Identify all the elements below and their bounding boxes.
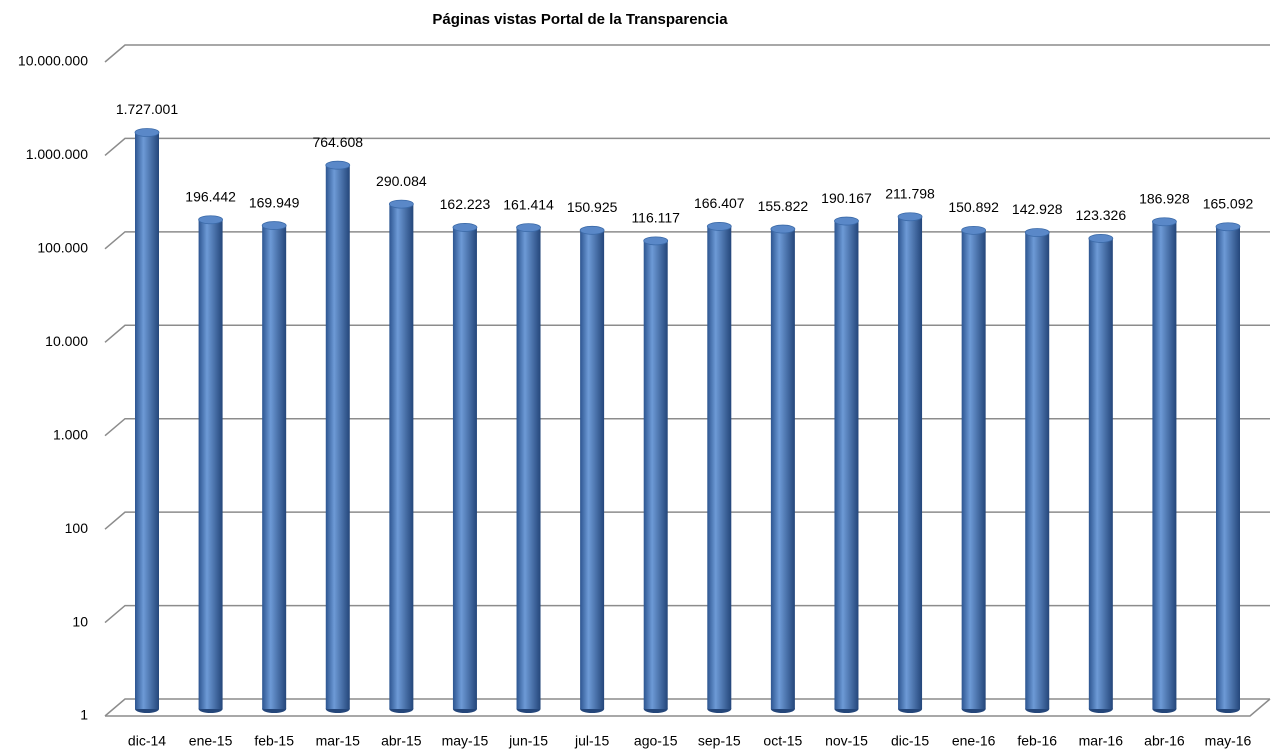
data-label: 150.925	[567, 199, 618, 215]
bar	[389, 204, 414, 709]
bar	[1152, 221, 1177, 709]
bar	[516, 227, 541, 709]
data-label: 161.414	[503, 196, 554, 212]
grid-line	[104, 511, 1270, 530]
bar-top	[834, 216, 859, 226]
data-label: 196.442	[185, 188, 236, 204]
bar-top	[261, 221, 287, 230]
data-label: 169.949	[249, 194, 300, 210]
bar	[198, 219, 223, 709]
x-tick-label: may-15	[442, 733, 489, 749]
y-tick-label: 100	[65, 520, 89, 536]
x-tick-label: nov-15	[825, 733, 868, 749]
x-tick-label: jul-15	[574, 733, 609, 749]
x-tick-label: mar-16	[1079, 733, 1124, 749]
x-tick-label: feb-16	[1017, 733, 1057, 749]
bar	[1216, 226, 1240, 709]
data-label: 186.928	[1139, 190, 1190, 206]
grid-line	[104, 417, 1270, 437]
bar	[325, 165, 350, 709]
bar-top	[1215, 222, 1241, 232]
bar-top	[198, 215, 223, 225]
bar-top	[516, 223, 541, 233]
y-tick-label: 10	[72, 613, 88, 629]
bar-top	[643, 236, 669, 246]
bar-top	[325, 160, 351, 170]
y-tick-label: 1	[80, 707, 88, 723]
bar-top	[388, 199, 414, 209]
bar	[898, 216, 923, 709]
bar-top	[1088, 234, 1114, 243]
bar	[1025, 232, 1050, 709]
bar	[707, 226, 732, 710]
bar	[452, 227, 477, 709]
bar-top	[452, 223, 478, 232]
grid-line	[104, 231, 1270, 250]
bar-top	[706, 222, 732, 231]
x-tick-label: may-16	[1205, 733, 1252, 749]
bar-top	[1024, 228, 1050, 237]
bar-top	[579, 225, 605, 235]
y-tick-label: 10.000.000	[18, 53, 88, 69]
x-tick-label: ene-16	[952, 733, 996, 749]
data-label: 290.084	[376, 173, 427, 189]
grid-line	[104, 44, 1270, 63]
x-tick-label: ago-15	[634, 733, 678, 749]
bar	[643, 240, 668, 709]
x-tick-label: abr-16	[1144, 733, 1185, 749]
bar	[770, 229, 795, 709]
data-label: 155.822	[758, 198, 809, 214]
x-tick-label: abr-15	[381, 733, 422, 749]
data-label: 166.407	[694, 195, 745, 211]
data-label: 162.223	[440, 196, 491, 212]
grid-line	[104, 324, 1270, 343]
bar-top	[897, 212, 923, 222]
x-tick-label: ene-15	[189, 733, 233, 749]
x-tick-label: oct-15	[763, 733, 802, 749]
bar-top	[134, 128, 160, 137]
data-label: 211.798	[885, 185, 935, 201]
data-label: 116.117	[631, 210, 680, 226]
y-tick-label: 1.000	[53, 426, 88, 442]
bar	[135, 132, 159, 709]
x-tick-label: sep-15	[698, 733, 741, 749]
y-tick-label: 1.000.000	[26, 146, 88, 162]
grid-line	[104, 604, 1270, 624]
data-label: 764.608	[312, 134, 363, 150]
x-tick-label: feb-15	[254, 733, 294, 749]
bar	[580, 230, 605, 709]
data-label: 142.928	[1012, 201, 1063, 217]
x-tick-label: dic-14	[128, 733, 166, 749]
data-label: 165.092	[1203, 195, 1254, 211]
bar	[262, 225, 287, 709]
data-label: 190.167	[821, 190, 872, 206]
x-tick-label: jun-15	[508, 733, 548, 749]
data-label: 123.326	[1076, 207, 1127, 223]
bar-top	[770, 224, 796, 234]
y-tick-label: 10.000	[45, 333, 88, 349]
bar	[1088, 238, 1113, 709]
y-tick-label: 100.000	[37, 240, 88, 256]
data-label: 150.892	[948, 199, 999, 215]
bar	[961, 230, 986, 710]
x-tick-label: mar-15	[316, 733, 361, 749]
x-tick-label: dic-15	[891, 733, 929, 749]
bar-top	[961, 225, 987, 235]
grid-line	[104, 137, 1270, 157]
floor	[105, 698, 1271, 717]
bar	[834, 221, 859, 710]
data-label: 1.727.001	[116, 101, 178, 117]
bar-top	[1152, 217, 1177, 227]
chart-title: Páginas vistas Portal de la Transparenci…	[432, 11, 728, 28]
grid-line	[104, 698, 1270, 717]
